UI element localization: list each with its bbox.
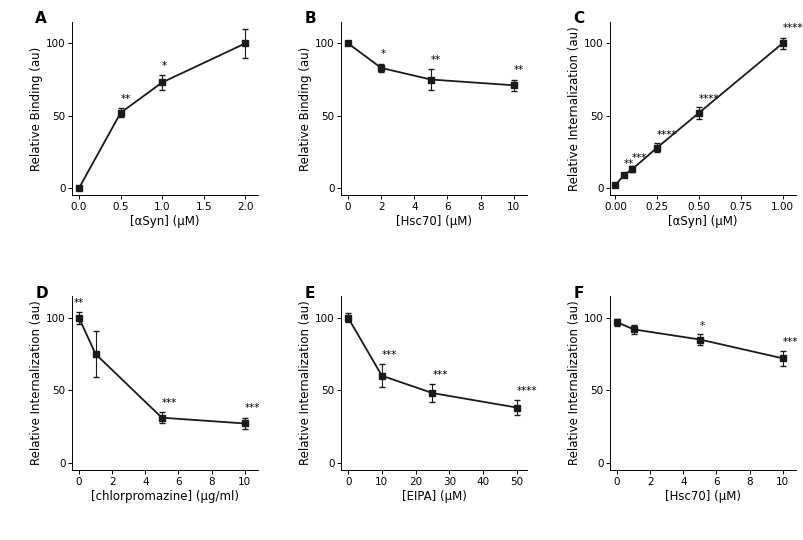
Y-axis label: Relative Internalization (au): Relative Internalization (au) [299, 301, 312, 465]
Text: *: * [381, 49, 385, 59]
Text: E: E [304, 286, 314, 301]
Text: *: * [699, 321, 704, 331]
Y-axis label: Relative Binding (au): Relative Binding (au) [299, 46, 312, 171]
Text: ***: *** [782, 337, 797, 347]
Text: **: ** [74, 298, 84, 308]
Text: ***: *** [432, 370, 447, 380]
Text: D: D [35, 286, 48, 301]
Y-axis label: Relative Internalization (au): Relative Internalization (au) [568, 26, 581, 191]
X-axis label: [Hsc70] (μM): [Hsc70] (μM) [396, 215, 471, 228]
X-axis label: [αSyn] (μM): [αSyn] (μM) [667, 215, 737, 228]
X-axis label: [EIPA] (μM): [EIPA] (μM) [402, 490, 466, 503]
Text: ***: *** [381, 350, 397, 360]
Y-axis label: Relative Internalization (au): Relative Internalization (au) [568, 301, 581, 465]
X-axis label: [chlorpromazine] (μg/ml): [chlorpromazine] (μg/ml) [91, 490, 238, 503]
Text: ****: **** [781, 23, 802, 33]
Text: B: B [304, 11, 316, 26]
Text: F: F [573, 286, 583, 301]
Y-axis label: Relative Binding (au): Relative Binding (au) [30, 46, 43, 171]
Text: *: * [162, 61, 167, 71]
Text: ***: *** [631, 153, 646, 164]
Text: A: A [35, 11, 47, 26]
Text: ****: **** [698, 94, 719, 104]
Text: ***: *** [161, 397, 177, 408]
Text: **: ** [120, 94, 131, 104]
Text: **: ** [430, 55, 441, 65]
Text: C: C [573, 11, 584, 26]
Text: **: ** [513, 65, 524, 75]
Text: ***: *** [244, 403, 259, 413]
Text: ****: **** [656, 130, 677, 140]
Text: ****: **** [516, 386, 536, 396]
Text: **: ** [623, 159, 634, 169]
Y-axis label: Relative Internalization (au): Relative Internalization (au) [30, 301, 43, 465]
X-axis label: [αSyn] (μM): [αSyn] (μM) [130, 215, 200, 228]
X-axis label: [Hsc70] (μM): [Hsc70] (μM) [664, 490, 740, 503]
